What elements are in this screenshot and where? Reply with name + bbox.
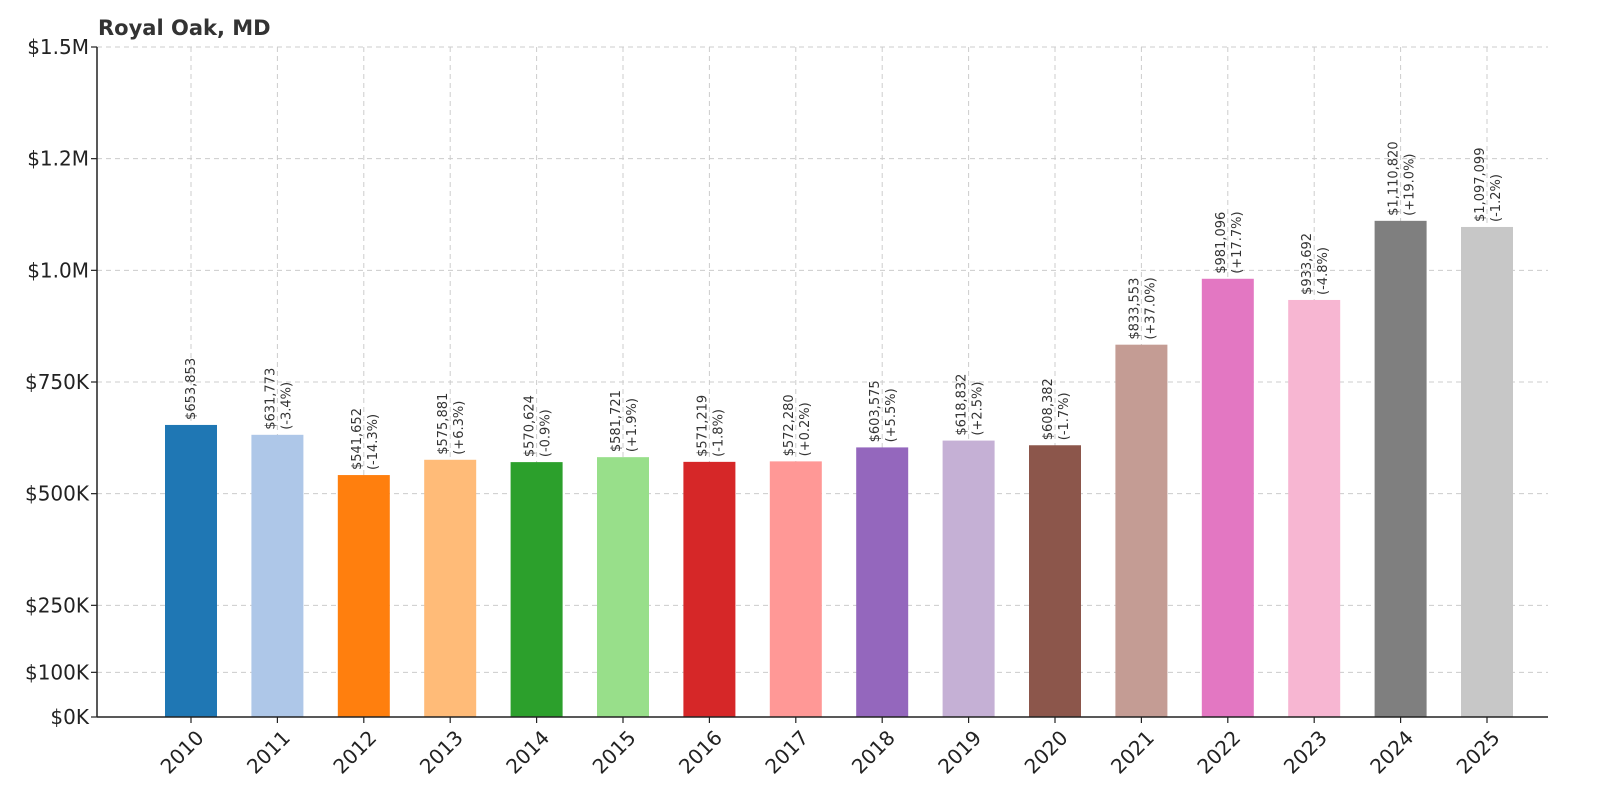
value-label: $933,692 [1300,233,1315,295]
data-label-2016: $571,219 (-1.8%) [695,395,726,457]
bar-2018 [856,447,909,717]
data-label-2011: $631,773 (-3.4%) [263,368,294,430]
data-label-2023: $933,692 (-4.8%) [1300,233,1331,295]
change-label: (-3.4%) [279,382,294,430]
bar-2016 [683,461,736,717]
bars [165,220,1513,717]
data-label-2017: $572,280 (+0.2%) [782,394,813,456]
data-label-2022: $981,096 (+17.7%) [1214,211,1245,273]
change-label: (-1.2%) [1489,174,1504,222]
change-label: (+5.5%) [884,388,899,442]
bar-2011 [251,434,304,717]
x-tick-label: 2010 [156,726,209,779]
x-tick-label: 2019 [933,726,986,779]
y-tick-label: $500K [25,482,90,506]
data-label-2015: $581,721 (+1.9%) [609,390,640,452]
x-tick-label: 2013 [415,726,468,779]
bar-2012 [337,475,390,717]
bar-2015 [597,457,649,717]
value-label: $1,110,820 [1387,141,1402,215]
bar-2025 [1461,226,1513,717]
change-label: (-0.9%) [539,409,554,457]
value-label: $581,721 [609,390,624,452]
data-label-2013: $575,881 (+6.3%) [436,393,467,455]
change-label: (-14.3%) [366,414,381,470]
change-label: (-4.8%) [1316,247,1331,295]
y-tick-label: $1.5M [27,35,89,59]
value-label: $572,280 [782,394,797,456]
x-tick-label: 2011 [242,726,295,779]
data-label-2020: $608,382 (-1.7%) [1041,378,1072,440]
x-tick-label: 2017 [760,726,813,779]
bar-value-labels: $653,853 $631,773 (-3.4%)$541,652 (-14.3%) $… [184,141,1504,470]
y-tick-label: $0K [50,705,89,729]
data-label-2018: $603,575 (+5.5%) [868,380,899,442]
x-tick-label: 2023 [1279,726,1332,779]
change-label: (-1.8%) [711,409,726,457]
change-label: (+19.0%) [1403,153,1418,215]
data-label-2021: $833,553 (+37.0%) [1127,277,1158,339]
value-label: $981,096 [1214,212,1229,274]
x-tick-label: 2014 [501,726,554,779]
value-label: $571,219 [695,395,710,457]
x-tick-label: 2012 [328,726,381,779]
change-label: (+37.0%) [1143,277,1158,339]
data-label-2014: $570,624 (-0.9%) [523,395,554,457]
value-label: $603,575 [868,380,883,442]
data-label-2025: $1,097,099 (-1.2%) [1473,148,1504,222]
x-axis-ticks: 2010 2011 2012 2013 2014 2015 2016 2017 2018 2019… [156,717,1505,779]
bar-2023 [1288,299,1341,717]
value-label: $570,624 [523,395,538,457]
data-label-2019: $618,832 (+2.5%) [955,374,986,436]
y-tick-label: $750K [25,370,90,394]
value-label: $575,881 [436,393,451,455]
bar-2014 [510,462,563,717]
data-label-2024: $1,110,820 (+19.0%) [1387,141,1418,215]
x-tick-label: 2025 [1452,726,1505,779]
change-label: (+0.2%) [798,402,813,456]
bar-2010 [165,424,217,717]
data-label-2010: $653,853 [184,358,199,420]
value-label: $653,853 [184,358,199,420]
chart-title: Royal Oak, MD [98,16,271,40]
x-tick-label: 2022 [1192,726,1245,779]
y-tick-label: $100K [25,660,90,684]
x-tick-label: 2015 [588,726,641,779]
bar-2022 [1201,278,1254,717]
x-tick-label: 2024 [1365,726,1418,779]
bar-2024 [1374,220,1427,717]
y-tick-label: $1.2M [27,147,89,171]
change-label: (-1.7%) [1057,392,1072,440]
value-label: $833,553 [1127,278,1142,340]
bar-2017 [769,461,822,717]
value-label: $1,097,099 [1473,148,1488,222]
x-tick-label: 2018 [847,726,900,779]
y-tick-label: $250K [25,593,90,617]
bar-2020 [1029,445,1081,717]
change-label: (+17.7%) [1230,211,1245,273]
change-label: (+6.3%) [452,401,467,455]
y-axis-ticks: $0K $100K $250K $500K $750K $1.0M $1.2M $1.5M [25,35,97,729]
x-tick-label: 2016 [674,726,727,779]
change-label: (+2.5%) [971,382,986,436]
data-label-2012: $541,652 (-14.3%) [350,408,381,470]
value-label: $541,652 [350,408,365,470]
x-tick-label: 2020 [1020,726,1073,779]
change-label: (+1.9%) [625,398,640,452]
value-label: $608,382 [1041,378,1056,440]
bar-2013 [424,459,477,717]
y-tick-label: $1.0M [27,258,89,282]
value-label: $618,832 [955,374,970,436]
x-tick-label: 2021 [1106,726,1159,779]
value-label: $631,773 [263,368,278,430]
bar-2019 [942,440,995,717]
bar-2021 [1115,344,1168,717]
